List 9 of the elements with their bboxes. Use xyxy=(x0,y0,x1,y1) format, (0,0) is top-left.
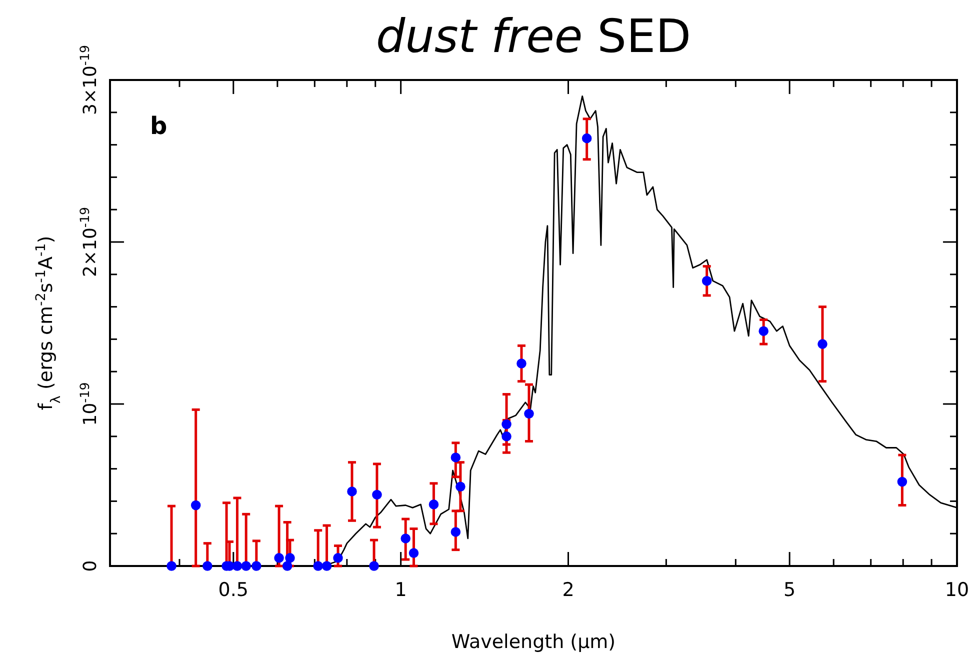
x-tick-label: 10 xyxy=(944,579,970,601)
x-tick-label: 1 xyxy=(394,579,407,601)
y-tick-label: 0 xyxy=(80,560,101,572)
x-tick-label: 5 xyxy=(784,579,796,601)
x-tick-label: 2 xyxy=(562,579,574,601)
x-tick-label: 0.5 xyxy=(218,579,248,601)
annotation: b xyxy=(150,112,168,140)
chart-title: dust free SED xyxy=(376,9,692,63)
x-axis-title: Wavelength (μm) xyxy=(451,631,616,653)
